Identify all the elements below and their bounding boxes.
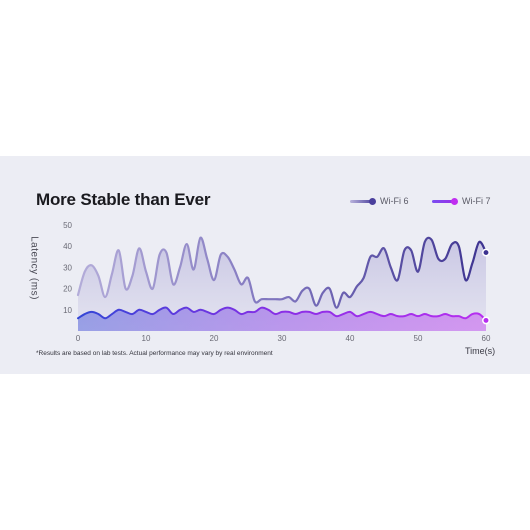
chart-title: More Stable than Ever xyxy=(36,190,211,209)
legend-item-wifi6: Wi-Fi 6 xyxy=(350,196,409,206)
footnote: *Results are based on lab tests. Actual … xyxy=(36,350,273,357)
series-area-wifi7 xyxy=(78,307,486,331)
y-tick-label: 20 xyxy=(63,285,72,294)
legend-line-wifi6-icon xyxy=(350,197,376,205)
y-tick-label: 40 xyxy=(63,242,72,251)
series-end-marker-wifi7 xyxy=(482,316,490,325)
legend-label-wifi7: Wi-Fi 7 xyxy=(462,196,491,206)
series-area-wifi6 xyxy=(78,237,486,331)
series-line-wifi6 xyxy=(76,236,488,309)
y-tick-label: 50 xyxy=(63,221,72,230)
x-tick-label: 40 xyxy=(346,334,355,343)
x-tick-label: 20 xyxy=(210,334,219,343)
x-tick-label: 0 xyxy=(76,334,81,343)
x-tick-label: 50 xyxy=(414,334,423,343)
legend-line-wifi7-icon xyxy=(432,197,458,205)
x-axis-label: Time(s) xyxy=(465,346,496,356)
y-tick-label: 10 xyxy=(63,306,72,315)
series-end-marker-wifi6 xyxy=(482,248,490,257)
series-line-wifi7 xyxy=(77,306,487,322)
x-tick-label: 60 xyxy=(482,334,491,343)
legend-item-wifi7: Wi-Fi 7 xyxy=(432,196,491,206)
x-tick-label: 10 xyxy=(142,334,151,343)
y-tick-label: 30 xyxy=(63,263,72,272)
x-tick-label: 30 xyxy=(278,334,287,343)
legend-label-wifi6: Wi-Fi 6 xyxy=(380,196,409,206)
